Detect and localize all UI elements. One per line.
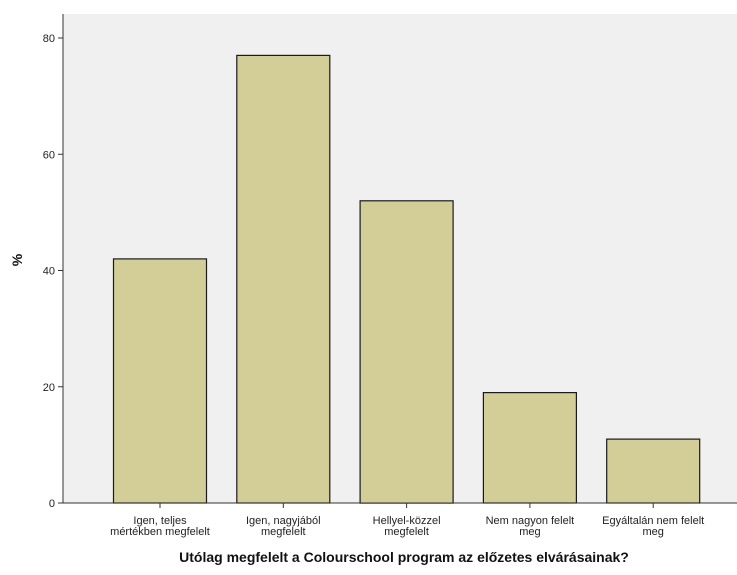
- x-tick-label: Hellyel-közzel: [373, 515, 441, 527]
- x-tick-label: Igen, nagyjából: [246, 515, 321, 527]
- y-tick-label: 40: [43, 266, 55, 278]
- bar: [359, 200, 454, 504]
- y-tick-label: 20: [43, 382, 55, 394]
- y-tick-label: 0: [49, 498, 55, 510]
- x-tick-label: Igen, teljes: [133, 515, 187, 527]
- x-tick-label: Nem nagyon felelt: [486, 515, 575, 527]
- bars-group: [112, 54, 701, 504]
- x-tick-label: Egyáltalán nem felelt: [602, 515, 704, 527]
- x-tick-label: meg: [519, 526, 540, 538]
- y-axis-title: %: [9, 253, 25, 266]
- y-tick-label: 60: [43, 149, 55, 161]
- x-tick-label: mértékben megfelelt: [110, 526, 210, 538]
- y-tick-label: 80: [43, 33, 55, 45]
- bar: [112, 258, 208, 504]
- axes-group: [58, 14, 737, 508]
- x-tick-label: megfelelt: [261, 526, 306, 538]
- x-tick-label: megfelelt: [384, 526, 429, 538]
- x-tick-label: meg: [642, 526, 663, 538]
- bar: [606, 438, 701, 504]
- x-axis-title: Utólag megfelelt a Colourschool program …: [179, 549, 629, 565]
- bar: [236, 54, 331, 504]
- bar: [482, 392, 577, 504]
